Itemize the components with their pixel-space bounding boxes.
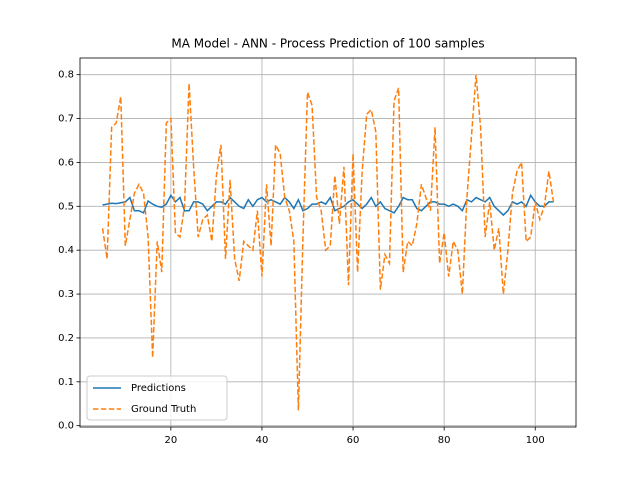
x-tick-label: 40 bbox=[256, 435, 269, 446]
line-series bbox=[102, 193, 554, 217]
y-tick-label: 0.6 bbox=[58, 157, 74, 168]
x-tick-label: 100 bbox=[526, 435, 545, 446]
legend-label: Ground Truth bbox=[131, 404, 196, 415]
y-tick-label: 0.3 bbox=[58, 289, 74, 300]
y-tick-label: 0.4 bbox=[58, 245, 74, 256]
y-tick-label: 0.0 bbox=[58, 421, 74, 432]
chart-title: MA Model - ANN - Process Prediction of 1… bbox=[171, 37, 484, 51]
y-tick-label: 0.7 bbox=[58, 114, 74, 125]
x-tick-label: 80 bbox=[438, 435, 451, 446]
x-tick-label: 20 bbox=[164, 435, 177, 446]
plot-frame bbox=[79, 57, 577, 428]
y-tick-label: 0.8 bbox=[58, 70, 74, 81]
y-tick-label: 0.1 bbox=[58, 377, 74, 388]
y-tick-label: 0.5 bbox=[58, 201, 74, 212]
line-series bbox=[101, 74, 555, 411]
y-tick-label: 0.2 bbox=[58, 333, 74, 344]
legend-label: Predictions bbox=[131, 383, 186, 394]
legend-box bbox=[86, 375, 228, 421]
x-tick-label: 60 bbox=[347, 435, 360, 446]
